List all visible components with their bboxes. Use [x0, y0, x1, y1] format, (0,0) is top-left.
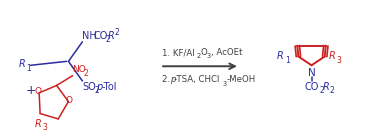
Text: NO: NO: [73, 65, 86, 74]
Text: CO: CO: [93, 31, 108, 41]
Text: R: R: [329, 51, 335, 62]
Text: 2: 2: [84, 69, 88, 78]
Text: SO: SO: [82, 82, 96, 92]
Text: 1: 1: [285, 56, 290, 65]
Text: +: +: [25, 84, 36, 97]
Text: NH: NH: [82, 31, 97, 41]
Text: R: R: [19, 59, 25, 69]
Text: 3: 3: [223, 81, 227, 87]
Text: R: R: [276, 51, 283, 62]
Text: 2: 2: [94, 86, 99, 95]
Text: 1. KF/Al: 1. KF/Al: [162, 48, 195, 57]
Text: 2: 2: [197, 53, 201, 59]
Text: 3: 3: [207, 53, 211, 59]
Text: N: N: [308, 68, 315, 78]
Text: 3: 3: [42, 124, 47, 133]
Text: 2: 2: [114, 27, 119, 36]
Text: -MeOH: -MeOH: [227, 75, 256, 84]
Text: 1: 1: [26, 64, 31, 73]
Text: R: R: [35, 119, 42, 129]
Text: O: O: [201, 48, 208, 57]
Text: R: R: [322, 82, 329, 92]
Text: O: O: [35, 87, 42, 96]
Text: 2: 2: [330, 86, 334, 95]
Text: p: p: [96, 82, 102, 92]
Text: -TSA, CHCl: -TSA, CHCl: [174, 75, 220, 84]
Text: O: O: [66, 96, 73, 105]
Text: -Tol: -Tol: [101, 82, 117, 92]
Text: R: R: [107, 31, 114, 41]
Text: 2.: 2.: [162, 75, 173, 84]
Text: , AcOEt: , AcOEt: [211, 48, 242, 57]
Text: 2: 2: [319, 86, 324, 95]
Text: 3: 3: [337, 56, 342, 65]
Text: 2: 2: [105, 35, 110, 44]
Text: CO: CO: [304, 82, 319, 92]
Text: p: p: [170, 75, 175, 84]
